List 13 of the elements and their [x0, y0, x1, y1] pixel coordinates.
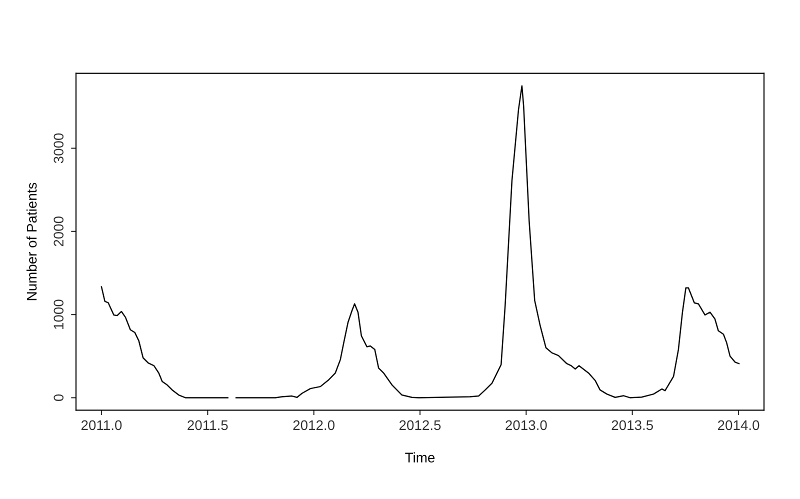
x-tick-label: 2012.5	[399, 420, 441, 430]
x-tick-label: 2012.0	[293, 420, 335, 430]
y-tick-label: 3000	[54, 133, 64, 164]
x-tick-label: 2013.5	[612, 420, 654, 430]
x-tick-label: 2013.0	[506, 420, 547, 430]
y-tick-label: 1000	[54, 300, 64, 329]
x-tick-label: 2011.5	[188, 420, 228, 430]
y-tick-label: 0	[54, 394, 64, 402]
x-tick-label: 2011.0	[81, 420, 122, 430]
y-axis-title: Number of Patients	[26, 182, 37, 300]
y-tick-label: 2000	[54, 216, 64, 246]
x-tick-label: 2014.0	[718, 420, 760, 430]
x-axis-title: Time	[405, 452, 435, 462]
